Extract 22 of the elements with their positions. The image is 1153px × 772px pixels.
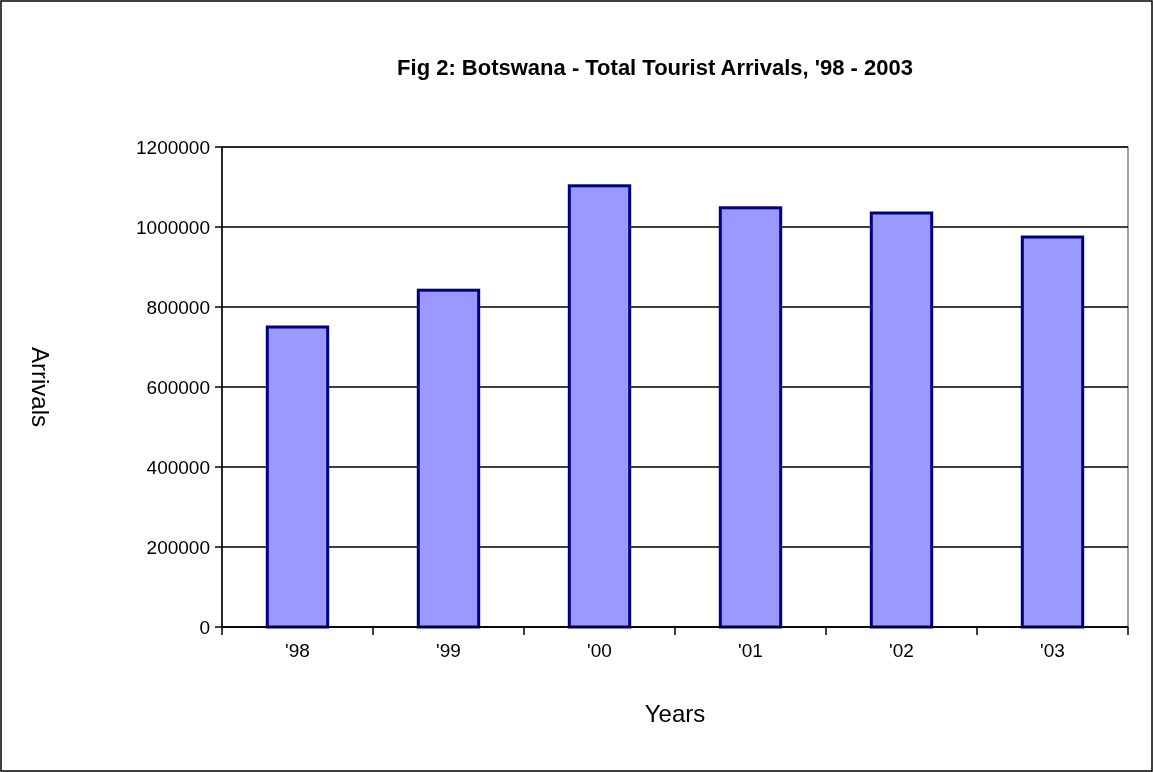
x-tick-label: '02	[889, 640, 914, 661]
bar	[718, 206, 783, 629]
chart-title: Fig 2: Botswana - Total Tourist Arrivals, '98 - 2003	[397, 55, 913, 80]
y-tick-label: 800000	[146, 296, 210, 318]
bar	[567, 184, 632, 629]
x-tick-label: '00	[587, 640, 612, 661]
y-tick-label: 600000	[146, 376, 210, 398]
x-tick-label: '99	[436, 640, 461, 661]
bar	[1020, 235, 1085, 629]
x-tick-label: '03	[1040, 640, 1065, 661]
y-tick-label: 200000	[146, 536, 210, 558]
y-axis-title: Arrivals	[27, 346, 54, 428]
x-tick-label: '01	[738, 640, 763, 661]
y-tick-label: 1200000	[136, 136, 210, 158]
bar	[416, 288, 481, 629]
x-axis-title: Years	[644, 700, 706, 727]
bar	[869, 211, 934, 629]
y-tick-label: 0	[199, 616, 210, 638]
y-tick-label: 1000000	[136, 216, 210, 238]
x-tick-label: '98	[285, 640, 310, 661]
y-tick-label: 400000	[146, 456, 210, 478]
bar	[265, 325, 330, 629]
